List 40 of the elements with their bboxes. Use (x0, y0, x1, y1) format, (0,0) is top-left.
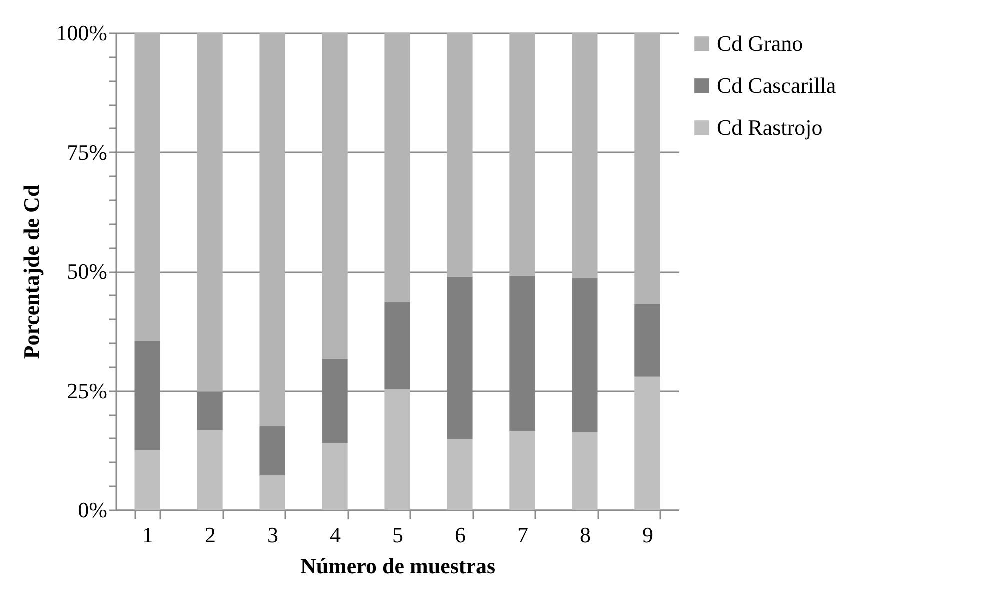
x-tick-label: 3 (268, 522, 279, 548)
x-tick-label: 4 (330, 522, 342, 548)
bar (384, 302, 410, 390)
x-tick-label: 1 (142, 522, 154, 548)
bar (634, 304, 660, 377)
x-axis-title: Número de muestras (300, 554, 496, 578)
bar (510, 33, 536, 276)
bar (384, 389, 410, 510)
y-tick-label: 0% (78, 498, 108, 522)
bar (197, 430, 223, 510)
y-tick-label: 75% (67, 140, 108, 165)
x-tick-label: 6 (454, 522, 466, 548)
bar (510, 431, 536, 510)
x-tick-label: 2 (205, 522, 216, 548)
x-tick-label: 5 (392, 522, 404, 548)
bar (260, 476, 286, 510)
bar (572, 432, 598, 510)
bar (322, 443, 348, 510)
bar (260, 426, 286, 476)
bar (634, 376, 660, 510)
bar (134, 450, 160, 510)
legend-label: Cd Cascarilla (717, 73, 836, 98)
y-tick-label: 50% (67, 259, 108, 284)
bar (322, 33, 348, 359)
y-tick-label: 25% (67, 378, 108, 404)
x-tick-label: 9 (642, 522, 654, 548)
bar (260, 33, 286, 427)
bar (447, 439, 473, 510)
bar (447, 33, 473, 277)
legend-label: Cd Rastrojo (717, 115, 823, 140)
y-axis-title: Porcentajde de Cd (19, 184, 44, 360)
x-tick-label: 7 (517, 522, 528, 548)
bar (384, 33, 410, 303)
legend-label: Cd Grano (717, 31, 804, 56)
bar (134, 33, 160, 342)
bar (572, 33, 598, 278)
y-tick-label: 100% (56, 20, 108, 46)
bar (634, 33, 660, 304)
bar (197, 33, 223, 392)
x-tick-label: 8 (580, 522, 591, 548)
